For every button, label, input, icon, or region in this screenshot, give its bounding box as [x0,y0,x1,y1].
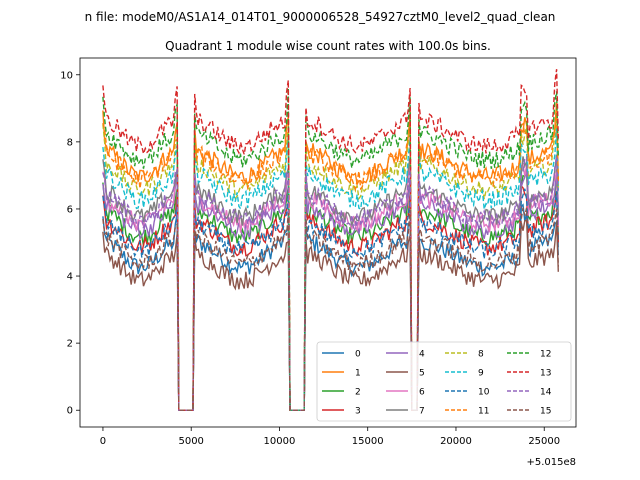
x-tick-label: 20000 [440,436,472,447]
legend-label-7: 7 [419,407,425,417]
x-tick-label: 10000 [264,436,296,447]
y-tick-label: 0 [67,406,73,417]
legend-label-14: 14 [540,388,552,398]
y-tick-label: 6 [67,204,73,215]
legend-label-5: 5 [419,369,425,379]
legend-label-10: 10 [478,388,490,398]
legend-frame [316,341,572,422]
legend-label-8: 8 [478,350,484,360]
series-line-15 [102,207,559,411]
legend-label-1: 1 [355,369,361,379]
x-tick-label: 5000 [178,436,203,447]
x-tick-label: 15000 [352,436,384,447]
x-tick-label: 0 [100,436,106,447]
series-line-14 [102,155,559,411]
series-lines [102,69,559,411]
plot-frame [79,57,577,428]
legend-label-15: 15 [540,407,551,417]
x-axis: 0 5000 10000 15000 20000 25000 [100,427,560,447]
y-tick-label: 4 [67,272,73,283]
legend-label-2: 2 [355,388,361,398]
y-tick-label: 10 [60,70,73,81]
y-axis: 0 2 4 6 8 10 [60,70,80,417]
series-line-11 [102,103,559,411]
legend-label-4: 4 [419,350,425,360]
chart-title: Quadrant 1 module wise count rates with … [165,39,491,53]
y-tick-label: 8 [67,137,73,148]
legend-label-13: 13 [540,369,551,379]
legend-label-6: 6 [419,388,425,398]
x-tick-label: 25000 [528,436,560,447]
series-line-9 [102,128,559,411]
legend-label-0: 0 [355,350,361,360]
legend-label-3: 3 [355,407,361,417]
legend-label-9: 9 [478,369,484,379]
legend-label-12: 12 [540,350,551,360]
figure-suptitle: n file: modeM0/AS1A14_014T01_9000006528_… [85,10,556,24]
x-offset-label: +5.015e8 [526,457,576,468]
y-tick-label: 2 [67,339,73,350]
legend-label-11: 11 [478,407,489,417]
